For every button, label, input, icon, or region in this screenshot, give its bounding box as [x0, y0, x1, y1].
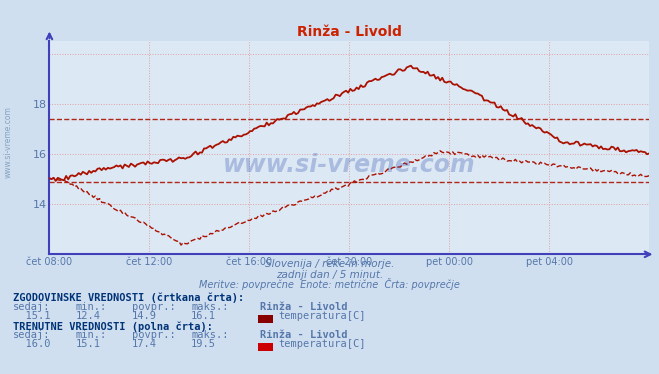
Text: temperatura[C]: temperatura[C]: [278, 311, 366, 321]
Text: www.si-vreme.com: www.si-vreme.com: [3, 106, 13, 178]
Text: Rinža - Livold: Rinža - Livold: [260, 303, 348, 312]
Text: min.:: min.:: [76, 303, 107, 312]
Text: sedaj:: sedaj:: [13, 303, 51, 312]
Text: maks.:: maks.:: [191, 331, 229, 340]
Text: 12.4: 12.4: [76, 311, 101, 321]
Text: temperatura[C]: temperatura[C]: [278, 339, 366, 349]
Text: 17.4: 17.4: [132, 339, 157, 349]
Text: 16.0: 16.0: [13, 339, 51, 349]
Text: Slovenija / reke in morje.: Slovenija / reke in morje.: [265, 260, 394, 269]
Text: 16.1: 16.1: [191, 311, 216, 321]
Text: sedaj:: sedaj:: [13, 331, 51, 340]
Text: 15.1: 15.1: [76, 339, 101, 349]
Text: Meritve: povprečne  Enote: metrične  Črta: povprečje: Meritve: povprečne Enote: metrične Črta:…: [199, 278, 460, 289]
Text: ZGODOVINSKE VREDNOSTI (črtkana črta):: ZGODOVINSKE VREDNOSTI (črtkana črta):: [13, 292, 244, 303]
Text: 14.9: 14.9: [132, 311, 157, 321]
Text: 19.5: 19.5: [191, 339, 216, 349]
Text: 15.1: 15.1: [13, 311, 51, 321]
Text: maks.:: maks.:: [191, 303, 229, 312]
Text: TRENUTNE VREDNOSTI (polna črta):: TRENUTNE VREDNOSTI (polna črta):: [13, 321, 213, 332]
Title: Rinža - Livold: Rinža - Livold: [297, 25, 402, 39]
Text: www.si-vreme.com: www.si-vreme.com: [223, 153, 476, 177]
Text: zadnji dan / 5 minut.: zadnji dan / 5 minut.: [276, 270, 383, 279]
Text: Rinža - Livold: Rinža - Livold: [260, 331, 348, 340]
Text: min.:: min.:: [76, 331, 107, 340]
Text: povpr.:: povpr.:: [132, 303, 175, 312]
Text: povpr.:: povpr.:: [132, 331, 175, 340]
